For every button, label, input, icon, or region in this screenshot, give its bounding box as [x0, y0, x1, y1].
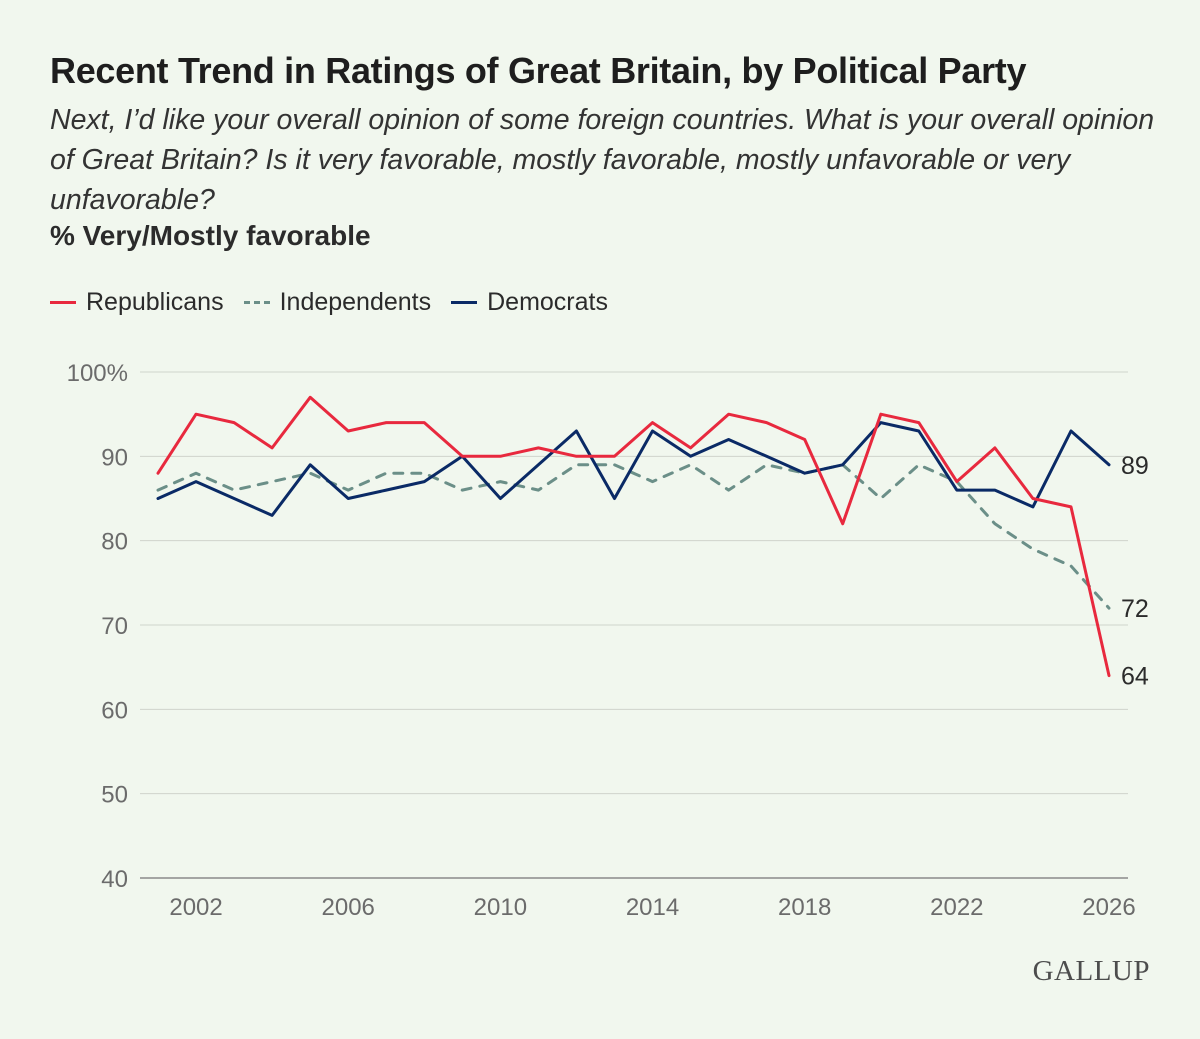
x-tick-label-2010: 2010: [474, 894, 527, 921]
legend-label-republicans: Republicans: [86, 288, 224, 316]
end-label-independents: 72: [1121, 595, 1149, 623]
end-label-democrats: 89: [1121, 452, 1149, 480]
measure-label: % Very/Mostly favorable: [50, 220, 371, 251]
legend-item-democrats: Democrats: [451, 288, 608, 317]
y-tick-label-80: 80: [101, 529, 128, 556]
legend-item-republicans: Republicans: [50, 288, 224, 317]
series-line-democrats: [156, 421, 1111, 517]
chart-title: Recent Trend in Ratings of Great Britain…: [50, 50, 1027, 91]
end-label-republicans: 64: [1121, 663, 1149, 691]
legend-item-independents: Independents: [243, 288, 432, 317]
y-tick-label-60: 60: [101, 697, 128, 724]
series-line-republicans: [156, 395, 1111, 678]
legend-swatch-republicans: [50, 301, 76, 304]
x-tick-label-2006: 2006: [322, 894, 375, 921]
gallup-logo: GALLUP: [1032, 955, 1150, 987]
y-tick-label-40: 40: [101, 866, 128, 893]
x-tick-label-2026: 2026: [1082, 894, 1135, 921]
y-tick-label-90: 90: [101, 444, 128, 471]
legend-label-democrats: Democrats: [487, 288, 608, 316]
chart-subtitle: Next, I’d like your overall opinion of s…: [50, 104, 1155, 216]
legend: Republicans Independents Democrats: [50, 288, 628, 317]
x-tick-label-2022: 2022: [930, 894, 983, 921]
x-tick-label-2002: 2002: [169, 894, 222, 921]
legend-swatch-democrats: [451, 301, 478, 304]
x-tick-label-2014: 2014: [626, 894, 679, 921]
y-tick-label-50: 50: [101, 782, 128, 809]
x-tick-label-2018: 2018: [778, 894, 831, 921]
y-tick-label-100: 100%: [67, 360, 128, 387]
series-line-independents: [156, 463, 1111, 610]
legend-swatch-independents: [243, 301, 270, 304]
legend-label-independents: Independents: [279, 288, 432, 316]
y-tick-label-70: 70: [101, 613, 128, 640]
